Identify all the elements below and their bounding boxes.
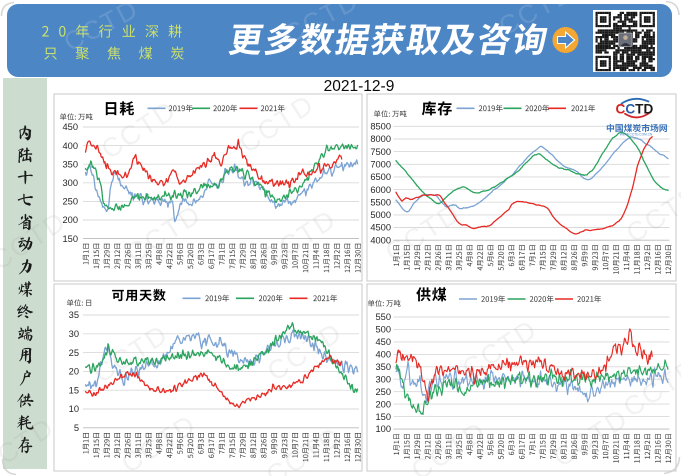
svg-text:5500: 5500	[370, 197, 391, 207]
svg-text:8500: 8500	[370, 122, 391, 132]
svg-text:350: 350	[62, 159, 78, 169]
svg-text:8000: 8000	[370, 134, 391, 144]
svg-text:4500: 4500	[370, 223, 391, 233]
svg-text:CCTD: CCTD	[616, 102, 654, 117]
svg-text:20: 20	[69, 367, 79, 377]
svg-text:6000: 6000	[370, 185, 391, 195]
svg-text:150: 150	[62, 234, 78, 244]
svg-text:200: 200	[62, 215, 78, 225]
svg-text:6500: 6500	[370, 172, 391, 182]
svg-text:150: 150	[375, 412, 391, 422]
svg-text:250: 250	[62, 197, 78, 207]
svg-text:400: 400	[375, 350, 391, 360]
svg-text:350: 350	[375, 362, 391, 372]
svg-text:400: 400	[62, 141, 78, 151]
svg-text:250: 250	[375, 387, 391, 397]
svg-text:450: 450	[375, 337, 391, 347]
svg-text:550: 550	[375, 312, 391, 322]
svg-text:35: 35	[69, 310, 79, 320]
svg-text:450: 450	[62, 122, 78, 132]
svg-text:100: 100	[375, 424, 391, 434]
svg-text:WWW.CCTD.COM.CN: WWW.CCTD.COM.CN	[620, 132, 653, 136]
svg-text:2021-12-9: 2021-12-9	[324, 78, 395, 95]
svg-text:5000: 5000	[370, 210, 391, 220]
svg-text:500: 500	[375, 325, 391, 335]
svg-text:4000: 4000	[370, 235, 391, 245]
svg-text:7500: 7500	[370, 147, 391, 157]
svg-text:25: 25	[69, 348, 79, 358]
svg-text:15: 15	[69, 385, 79, 395]
svg-text:300: 300	[62, 178, 78, 188]
svg-text:5: 5	[74, 423, 79, 433]
svg-text:10: 10	[69, 404, 79, 414]
svg-text:300: 300	[375, 374, 391, 384]
svg-text:30: 30	[69, 329, 79, 339]
svg-text:200: 200	[375, 399, 391, 409]
svg-text:7000: 7000	[370, 160, 391, 170]
